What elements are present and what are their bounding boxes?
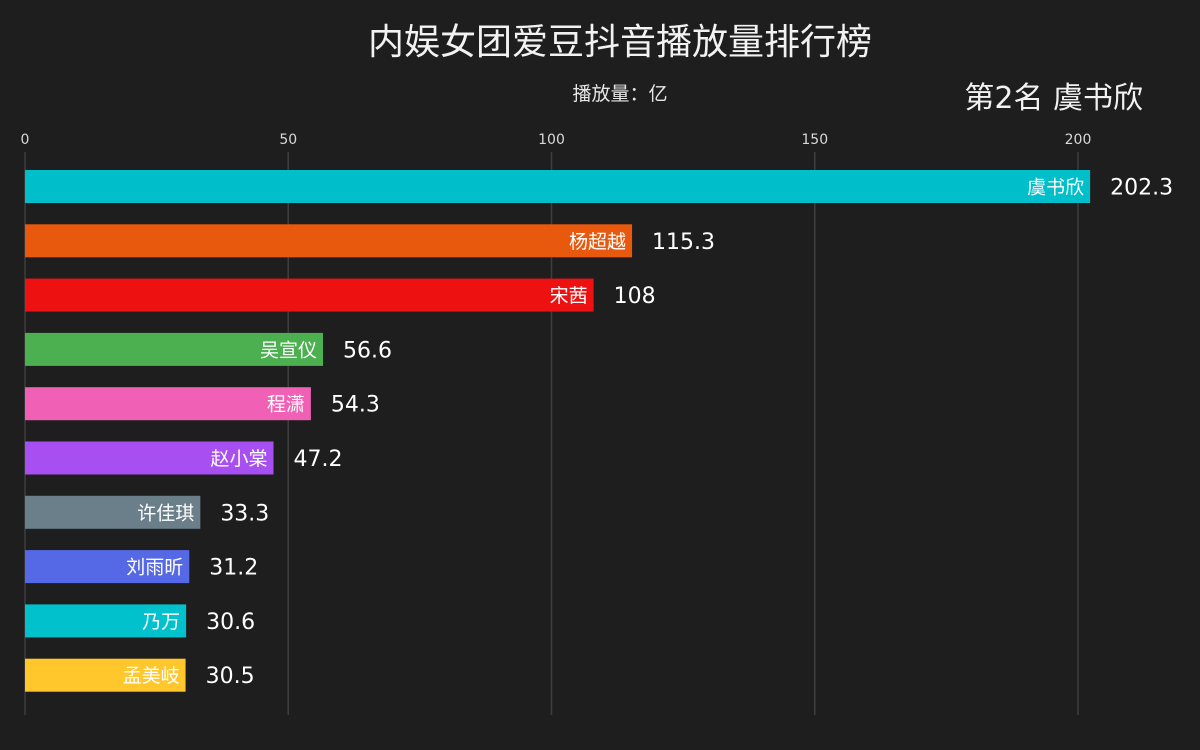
x-tick-label: 150 (801, 132, 828, 148)
bars: 虞书欣 202.3 杨超越 115.3 宋茜 108 吴宣仪 56.6 程潇 54.3 赵小棠 47.… (25, 170, 1173, 692)
bar-label: 乃万 (142, 611, 180, 633)
bar (25, 658, 186, 692)
bar (25, 604, 187, 638)
bar-label: 刘雨昕 (126, 557, 183, 579)
bar (25, 495, 201, 529)
x-tick-label: 50 (279, 132, 297, 148)
bar-label: 许佳琪 (137, 502, 194, 524)
x-tick-label: 100 (538, 132, 565, 148)
value-label: 47.2 (294, 447, 343, 472)
bar (25, 224, 633, 258)
bar (25, 441, 274, 475)
bar-label: 杨超越 (569, 231, 626, 253)
unit-label: 播放量：亿 (572, 83, 667, 105)
chart-title: 内娱女团爱豆抖音播放量排行榜 (368, 22, 872, 63)
bar (25, 170, 1091, 203)
value-label: 31.2 (209, 556, 258, 581)
value-label: 30.5 (206, 664, 255, 689)
bar (25, 278, 594, 312)
bar-label: 孟美岐 (123, 665, 180, 687)
bar-label: 虞书欣 (1027, 177, 1084, 199)
value-label: 56.6 (343, 338, 392, 363)
bar-label: 吴宣仪 (260, 339, 317, 361)
bar (25, 387, 311, 421)
x-tick-label: 0 (21, 132, 30, 148)
rank-annotation: 第2名 虞书欣 (964, 81, 1143, 116)
value-label: 108 (614, 284, 656, 309)
value-label: 115.3 (652, 230, 715, 255)
value-label: 30.6 (206, 610, 255, 635)
value-label: 33.3 (220, 501, 269, 526)
value-label: 54.3 (331, 393, 380, 418)
x-tick-label: 200 (1065, 132, 1092, 148)
bar-label: 宋茜 (550, 285, 588, 307)
value-label: 202.3 (1110, 176, 1173, 201)
bar-label: 赵小棠 (210, 448, 267, 470)
bar-label: 程潇 (267, 394, 305, 416)
bar (25, 332, 323, 366)
bar (25, 550, 190, 584)
